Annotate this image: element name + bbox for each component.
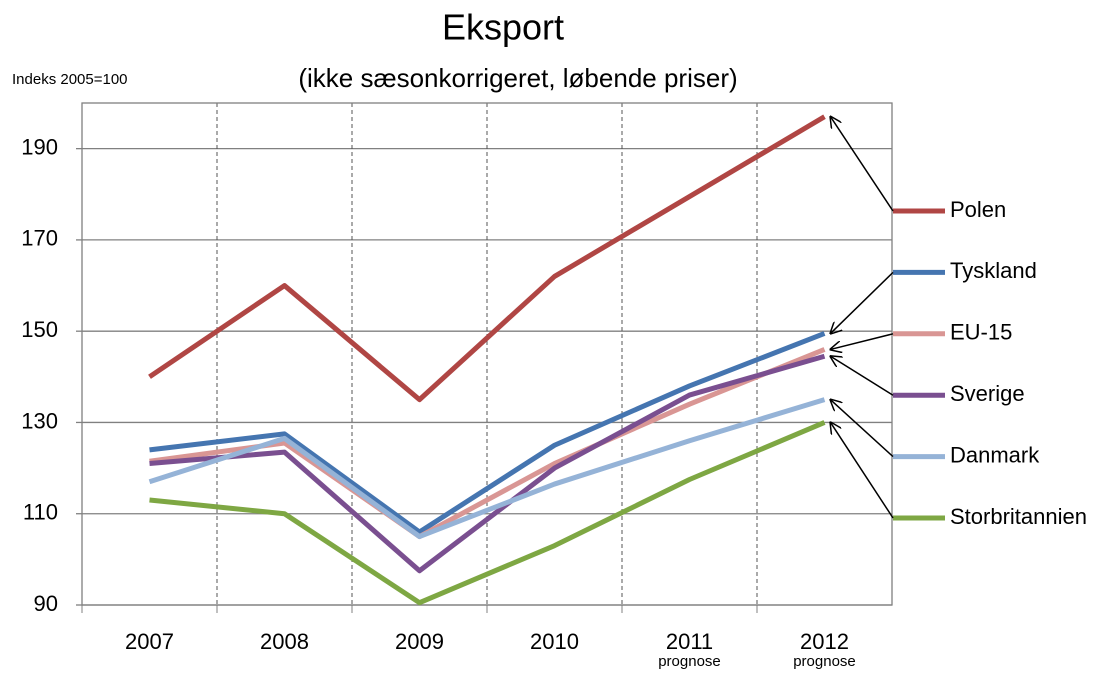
legend-arrow — [831, 117, 894, 212]
series-line — [148, 114, 826, 403]
chart-title: Eksport — [442, 7, 564, 48]
plot-frame — [81, 102, 893, 606]
x-tick-label: 2008 — [260, 629, 309, 654]
legend-arrow — [831, 422, 894, 519]
y-tick-label: 150 — [21, 317, 58, 342]
y-axis-label: Indeks 2005=100 — [12, 71, 128, 88]
legend-label: Storbritannien — [950, 504, 1087, 529]
series-line — [149, 331, 826, 535]
y-tick-label: 170 — [21, 226, 58, 251]
y-tick-label: 130 — [21, 408, 58, 433]
legend-arrow — [831, 400, 894, 458]
legend-arrow — [831, 333, 894, 350]
x-tick-label: 2007 — [125, 629, 174, 654]
x-tick-sublabel: prognose — [658, 653, 721, 670]
legend-label: EU-15 — [950, 320, 1012, 345]
series-line — [148, 397, 826, 540]
chart-subtitle: (ikke sæsonkorrigeret, løbende priser) — [298, 63, 737, 93]
series-line — [149, 353, 826, 574]
x-tick-label: 2010 — [530, 629, 579, 654]
y-tick-label: 110 — [23, 500, 58, 525]
legend-label: Tyskland — [950, 258, 1037, 283]
x-tick-label: 2011 — [666, 629, 713, 654]
legend-label: Polen — [950, 197, 1006, 222]
legend-label: Sverige — [950, 381, 1025, 406]
x-tick-sublabel: prognose — [793, 653, 856, 670]
x-tick-label: 2012 — [800, 629, 849, 654]
legend-label: Danmark — [950, 442, 1040, 467]
legend-arrow — [831, 356, 894, 396]
legend-arrow — [831, 271, 894, 333]
x-tick-label: 2009 — [395, 629, 444, 654]
y-tick-label: 190 — [21, 134, 58, 159]
series-line — [149, 420, 826, 606]
y-tick-label: 90 — [34, 591, 58, 616]
